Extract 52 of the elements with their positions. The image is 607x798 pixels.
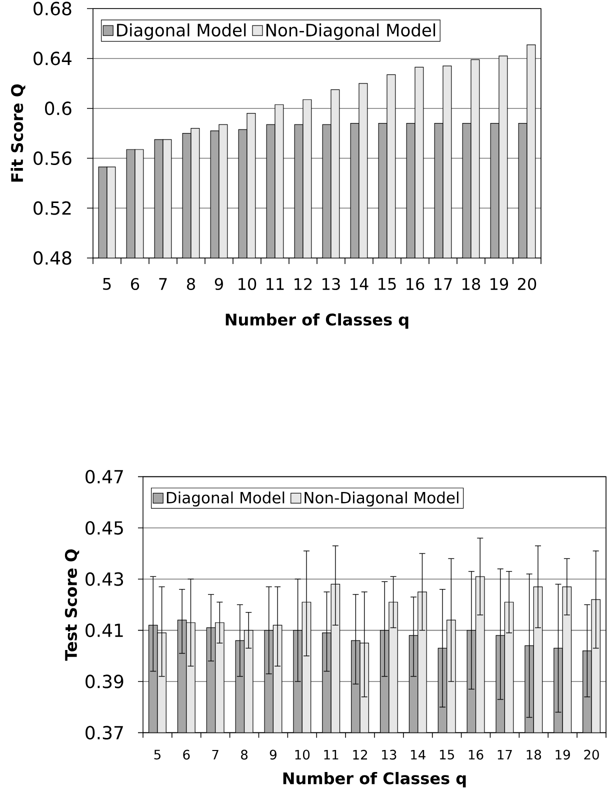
x-tick-label: 6	[131, 278, 140, 290]
x-tick-label: 17	[434, 278, 452, 290]
y-tick-label: 0.6	[45, 102, 72, 116]
x-tick-label: 13	[322, 278, 340, 290]
y-tick-label: 0.48	[34, 251, 72, 265]
x-axis-title: Number of Classes q	[283, 772, 466, 788]
x-tick-label: 8	[241, 750, 248, 760]
x-tick-label: 11	[266, 278, 284, 290]
x-tick-label: 15	[440, 750, 454, 760]
y-tick-label: 0.45	[86, 521, 123, 535]
x-tick-label: 16	[406, 278, 424, 290]
x-tick-label: 9	[270, 750, 276, 760]
x-tick-label: 11	[324, 750, 338, 760]
y-tick-label: 0.52	[34, 201, 71, 215]
x-tick-label: 7	[159, 278, 167, 290]
x-tick-label: 10	[238, 278, 256, 290]
x-tick-label: 12	[353, 750, 367, 760]
x-tick-label: 16	[468, 750, 484, 760]
x-tick-label: 8	[186, 278, 195, 290]
x-tick-label: 18	[462, 278, 480, 290]
x-tick-label: 20	[518, 278, 536, 290]
x-tick-label: 14	[350, 278, 368, 290]
x-tick-label: 18	[526, 750, 542, 760]
x-tick-label: 13	[382, 750, 396, 760]
x-tick-label: 5	[103, 278, 111, 290]
x-axis-title: Number of Classes q	[226, 313, 408, 329]
x-tick-label: 12	[294, 278, 312, 290]
y-tick-label: 0.56	[34, 151, 72, 166]
legend-label: Non-Diagonal Model	[304, 492, 458, 507]
x-tick-label: 9	[214, 278, 223, 290]
y-tick-label: 0.37	[86, 726, 123, 740]
x-tick-label: 5	[154, 750, 160, 760]
x-tick-label: 20	[584, 750, 599, 760]
y-tick-label: 0.39	[86, 674, 124, 688]
y-tick-label: 0.64	[34, 52, 72, 66]
y-axis-title: Test Score Q	[64, 549, 80, 661]
x-tick-label: 10	[295, 750, 310, 760]
y-axis-title: Fit Score Q	[10, 84, 26, 182]
y-tick-label: 0.68	[34, 2, 72, 16]
x-tick-label: 19	[490, 278, 508, 290]
x-tick-label: 6	[183, 750, 190, 760]
x-tick-label: 15	[378, 278, 396, 290]
y-tick-label: 0.43	[86, 572, 124, 586]
y-tick-label: 0.41	[86, 623, 123, 638]
legend-label: Diagonal Model	[166, 492, 284, 507]
x-tick-label: 17	[498, 750, 512, 760]
legend-label: Diagonal Model	[117, 23, 246, 40]
x-tick-label: 19	[556, 750, 570, 760]
x-tick-label: 14	[411, 750, 426, 760]
y-tick-label: 0.47	[86, 470, 123, 484]
x-tick-label: 7	[212, 750, 218, 760]
legend-label: Non-Diagonal Model	[266, 23, 436, 40]
